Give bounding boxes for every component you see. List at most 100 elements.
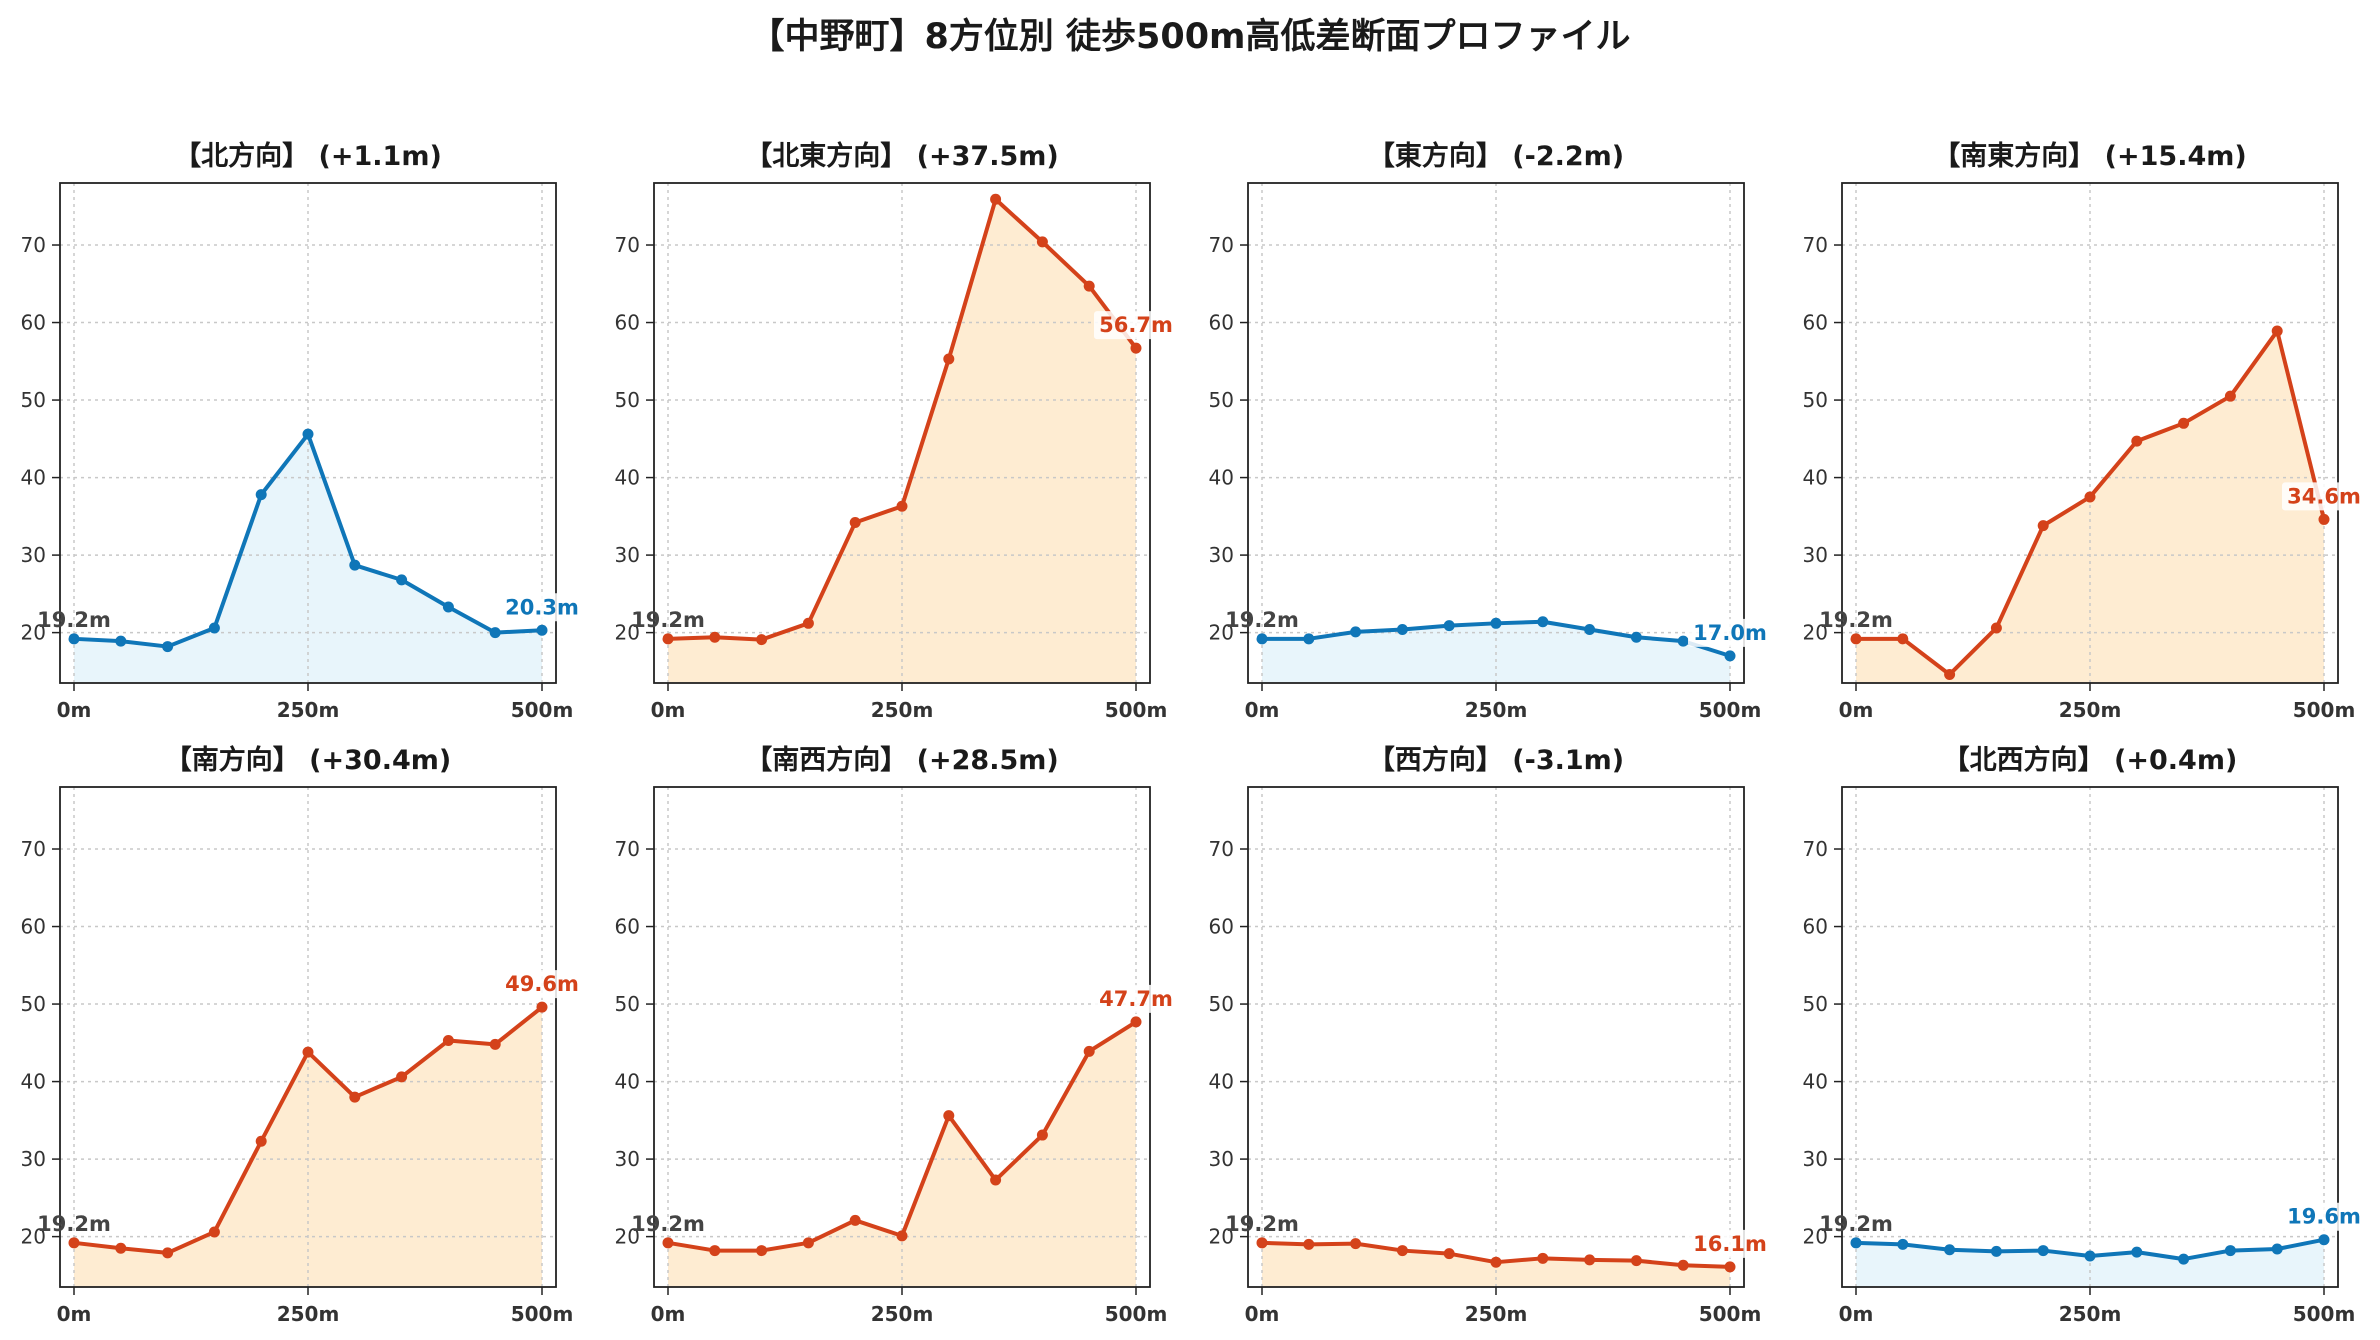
axes-frame	[59, 786, 557, 1288]
y-tick-label: 70	[21, 233, 46, 257]
data-point	[1584, 1254, 1596, 1266]
data-point	[162, 1247, 174, 1259]
data-point	[1350, 626, 1362, 638]
y-tick-label: 30	[615, 543, 640, 567]
y-tick-label: 40	[1803, 1070, 1828, 1094]
y-tick-label: 40	[21, 466, 46, 490]
data-point	[349, 1091, 361, 1103]
y-tick-label: 30	[1209, 543, 1234, 567]
data-point	[1036, 236, 1048, 248]
subplot-title: 【北東方向】 (+37.5m)	[745, 140, 1058, 172]
y-tick-label: 50	[615, 992, 640, 1016]
x-tick-label: 500m	[1105, 698, 1168, 722]
y-tick-label: 50	[615, 388, 640, 412]
data-point	[1630, 1255, 1642, 1267]
data-point	[709, 631, 721, 643]
y-tick-label: 60	[615, 915, 640, 939]
data-point	[1443, 1248, 1455, 1260]
y-tick-label: 20	[615, 1225, 640, 1249]
data-point	[1850, 1237, 1862, 1249]
start-label: 19.2m	[1225, 608, 1299, 632]
y-tick-label: 60	[1209, 311, 1234, 335]
data-point	[442, 1034, 454, 1046]
data-point	[2037, 1245, 2049, 1257]
data-point	[2224, 1245, 2236, 1257]
data-point	[1256, 1237, 1268, 1249]
data-point	[756, 634, 768, 646]
axes-frame	[1841, 786, 2339, 1288]
data-point	[68, 1237, 80, 1249]
elevation-area	[668, 1021, 1136, 1287]
data-point	[2224, 390, 2236, 402]
y-tick-label: 30	[1209, 1147, 1234, 1171]
y-tick-label: 20	[1803, 621, 1828, 645]
subplot-title: 【南東方向】 (+15.4m)	[1933, 140, 2246, 172]
data-point	[1677, 635, 1689, 647]
y-tick-label: 50	[21, 992, 46, 1016]
x-tick-label: 250m	[2059, 698, 2122, 722]
axes-frame	[1841, 182, 2339, 684]
y-tick-label: 30	[21, 1147, 46, 1171]
data-point	[2037, 520, 2049, 532]
x-tick-label: 500m	[511, 1302, 574, 1326]
x-tick-label: 0m	[57, 698, 92, 722]
x-tick-label: 500m	[2293, 698, 2356, 722]
end-label: 49.6m	[505, 972, 579, 996]
data-point	[1850, 633, 1862, 645]
data-point	[2178, 417, 2190, 429]
end-label-box	[2282, 482, 2366, 511]
y-tick-label: 70	[1803, 837, 1828, 861]
start-label: 19.2m	[1225, 1212, 1299, 1236]
subplot: 【南西方向】 (+28.5m) 20 30 40 50 60 70 0m 250m 500m 19.…	[615, 744, 1178, 1326]
start-label: 19.2m	[631, 1212, 705, 1236]
end-label: 56.7m	[1099, 313, 1173, 337]
y-tick-label: 40	[615, 1070, 640, 1094]
y-tick-label: 50	[21, 388, 46, 412]
data-point	[396, 574, 408, 586]
data-point	[489, 627, 501, 639]
data-point	[1350, 1238, 1362, 1250]
data-point	[2084, 1250, 2096, 1262]
y-tick-label: 70	[615, 233, 640, 257]
end-label: 16.1m	[1693, 1232, 1767, 1256]
y-tick-label: 60	[1803, 915, 1828, 939]
data-point	[896, 500, 908, 512]
y-tick-label: 20	[1209, 1225, 1234, 1249]
y-tick-label: 30	[1803, 1147, 1828, 1171]
elevation-area	[74, 1007, 542, 1287]
x-tick-label: 250m	[1465, 1302, 1528, 1326]
end-label: 34.6m	[2287, 484, 2361, 508]
data-point	[896, 1230, 908, 1242]
y-tick-label: 40	[1209, 466, 1234, 490]
y-tick-label: 30	[1803, 543, 1828, 567]
y-tick-label: 50	[1803, 992, 1828, 1016]
subplot: 【東方向】 (-2.2m) 20 30 40 50 60 70 0m 250m 500m 19.2m…	[1209, 140, 1772, 722]
y-tick-label: 70	[1803, 233, 1828, 257]
subplot-title: 【南方向】 (+30.4m)	[165, 744, 451, 776]
subplot-title: 【南西方向】 (+28.5m)	[745, 744, 1058, 776]
data-point	[115, 1242, 127, 1254]
data-point	[2178, 1253, 2190, 1265]
x-tick-label: 500m	[1105, 1302, 1168, 1326]
data-point	[1396, 1245, 1408, 1257]
data-point	[990, 1174, 1002, 1186]
y-tick-label: 60	[21, 311, 46, 335]
x-tick-label: 500m	[1699, 1302, 1762, 1326]
data-point	[1303, 633, 1315, 645]
data-point	[2318, 1234, 2330, 1246]
data-point	[115, 635, 127, 647]
axes-frame	[1247, 182, 1745, 684]
end-label-box	[1094, 311, 1178, 340]
axes-frame	[59, 182, 557, 684]
y-tick-label: 20	[615, 621, 640, 645]
data-point	[1537, 616, 1549, 628]
end-label-box	[1688, 1229, 1772, 1258]
data-point	[943, 353, 955, 365]
x-tick-label: 0m	[1245, 1302, 1280, 1326]
y-tick-label: 40	[1209, 1070, 1234, 1094]
subplot: 【北東方向】 (+37.5m) 20 30 40 50 60 70 0m 250m 500m 19.…	[615, 140, 1178, 722]
x-tick-label: 250m	[277, 698, 340, 722]
subplot: 【北方向】 (+1.1m) 20 30 40 50 60 70 0m 250m 500m 19.2m…	[21, 140, 584, 722]
data-point	[849, 517, 861, 529]
end-label: 19.6m	[2287, 1205, 2361, 1229]
